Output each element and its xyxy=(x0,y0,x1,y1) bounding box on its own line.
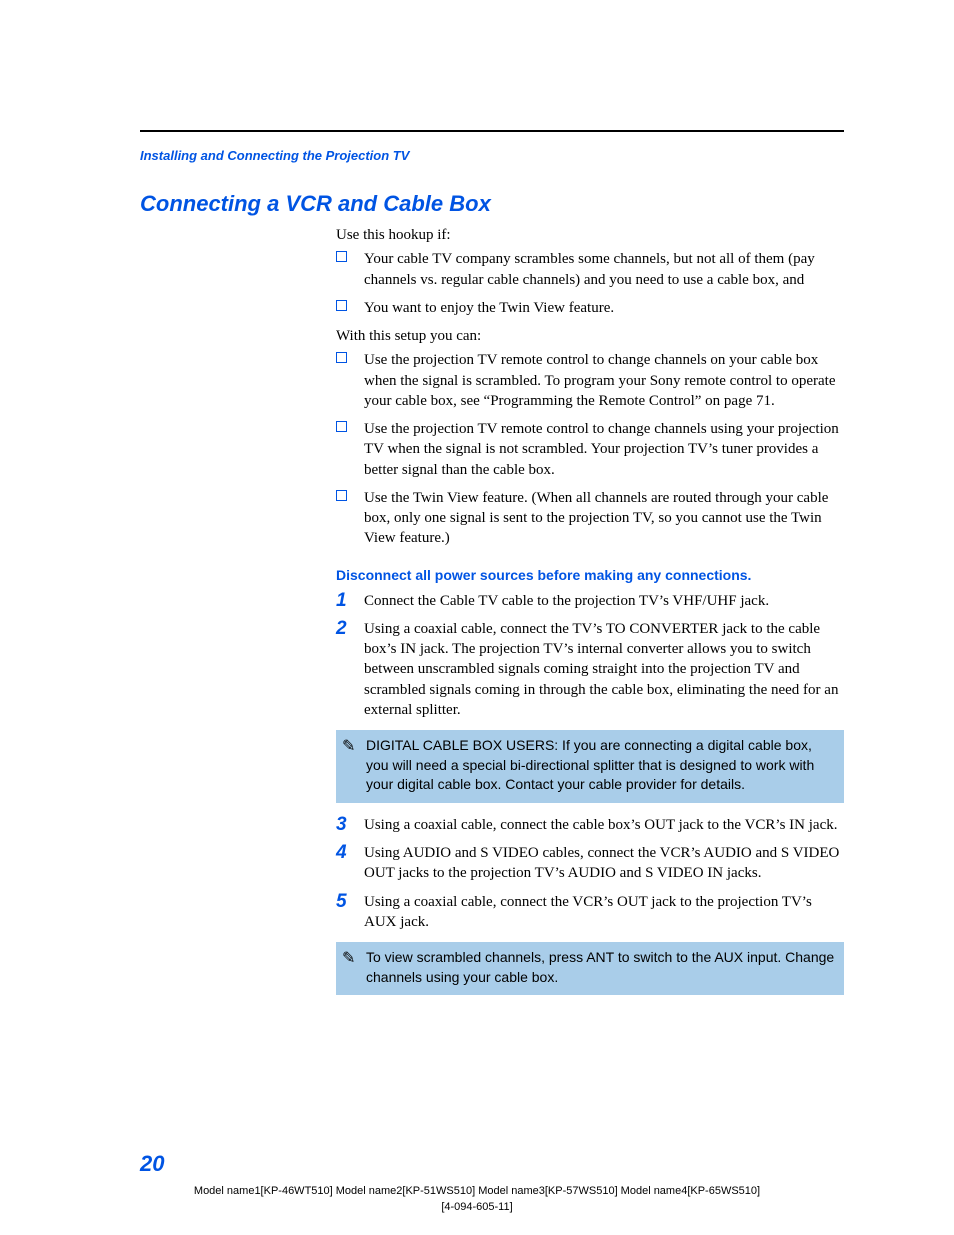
step-item: 1 Connect the Cable TV cable to the proje… xyxy=(336,591,844,611)
intro-text: Use this hookup if: xyxy=(336,225,844,245)
step-list-a: 1 Connect the Cable TV cable to the proje… xyxy=(336,591,844,721)
note-text: To view scrambled channels, press ANT to… xyxy=(366,949,834,985)
step-text: Connect the Cable TV cable to the projec… xyxy=(364,593,769,609)
step-item: 4 Using AUDIO and S VIDEO cables, connect… xyxy=(336,843,844,884)
bullet-item: Use the projection TV remote control to … xyxy=(336,350,844,411)
manual-page: Installing and Connecting the Projection… xyxy=(0,0,954,1235)
bullet-text: Use the projection TV remote control to … xyxy=(364,352,835,409)
checkbox-icon xyxy=(336,300,347,311)
footer-models: Model name1[KP-46WT510] Model name2[KP-5… xyxy=(0,1184,954,1199)
page-title: Connecting a VCR and Cable Box xyxy=(140,191,844,217)
step-number: 5 xyxy=(336,889,347,915)
bullet-list-1: Your cable TV company scrambles some cha… xyxy=(336,249,844,318)
bullet-item: You want to enjoy the Twin View feature. xyxy=(336,298,844,318)
step-number: 4 xyxy=(336,840,347,866)
bullet-list-2: Use the projection TV remote control to … xyxy=(336,350,844,548)
pencil-icon: ✎ xyxy=(342,948,355,970)
checkbox-icon xyxy=(336,352,347,363)
bullet-item: Your cable TV company scrambles some cha… xyxy=(336,249,844,290)
checkbox-icon xyxy=(336,490,347,501)
step-list-b: 3 Using a coaxial cable, connect the cabl… xyxy=(336,815,844,932)
step-number: 3 xyxy=(336,812,347,838)
step-number: 1 xyxy=(336,588,347,614)
body-column: Use this hookup if: Your cable TV compan… xyxy=(336,225,844,995)
warning-header: Disconnect all power sources before maki… xyxy=(336,567,844,583)
note-callout: ✎ To view scrambled channels, press ANT … xyxy=(336,942,844,995)
page-number: 20 xyxy=(140,1151,164,1177)
checkbox-icon xyxy=(336,421,347,432)
intro-text: With this setup you can: xyxy=(336,326,844,346)
bullet-text: You want to enjoy the Twin View feature. xyxy=(364,300,614,316)
step-text: Using a coaxial cable, connect the TV’s … xyxy=(364,621,838,718)
checkbox-icon xyxy=(336,251,347,262)
note-callout: ✎ DIGITAL CABLE BOX USERS: If you are co… xyxy=(336,730,844,803)
step-item: 3 Using a coaxial cable, connect the cabl… xyxy=(336,815,844,835)
bullet-text: Use the Twin View feature. (When all cha… xyxy=(364,490,828,547)
bullet-text: Your cable TV company scrambles some cha… xyxy=(364,251,815,287)
step-text: Using a coaxial cable, connect the cable… xyxy=(364,817,837,833)
footer: Model name1[KP-46WT510] Model name2[KP-5… xyxy=(0,1184,954,1215)
footer-docid: [4-094-605-11] xyxy=(0,1200,954,1215)
bullet-item: Use the projection TV remote control to … xyxy=(336,419,844,480)
bullet-text: Use the projection TV remote control to … xyxy=(364,421,839,478)
step-text: Using a coaxial cable, connect the VCR’s… xyxy=(364,894,812,930)
bullet-item: Use the Twin View feature. (When all cha… xyxy=(336,488,844,549)
pencil-icon: ✎ xyxy=(342,736,355,758)
step-text: Using AUDIO and S VIDEO cables, connect … xyxy=(364,845,839,881)
note-text: DIGITAL CABLE BOX USERS: If you are conn… xyxy=(366,737,814,792)
step-number: 2 xyxy=(336,616,347,642)
step-item: 2 Using a coaxial cable, connect the TV’s… xyxy=(336,619,844,720)
top-rule xyxy=(140,130,844,132)
section-header: Installing and Connecting the Projection… xyxy=(140,148,844,163)
step-item: 5 Using a coaxial cable, connect the VCR’… xyxy=(336,892,844,933)
